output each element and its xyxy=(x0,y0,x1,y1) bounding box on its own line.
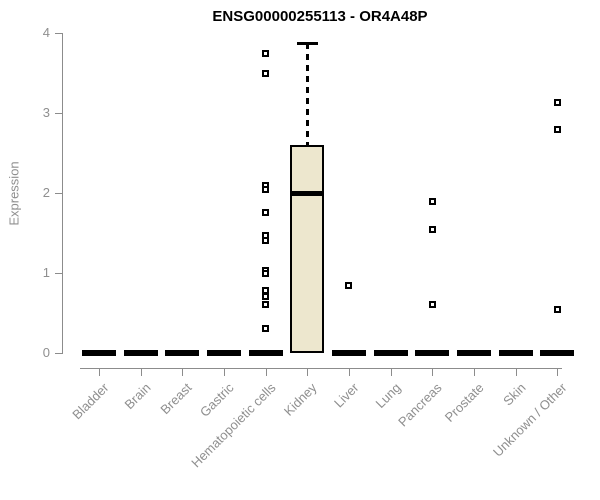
x-axis-label: Lung xyxy=(372,380,404,412)
y-axis-title: Expression xyxy=(6,161,22,226)
collapsed-box-bar xyxy=(499,350,533,356)
outlier-point xyxy=(429,301,436,308)
outlier-point xyxy=(262,293,269,300)
y-tick xyxy=(55,193,62,194)
x-tick xyxy=(557,368,558,376)
collapsed-box-bar xyxy=(207,350,241,356)
x-tick xyxy=(141,368,142,376)
x-axis-label: Prostate xyxy=(441,380,487,425)
collapsed-box-bar xyxy=(415,350,449,356)
y-tick xyxy=(55,33,62,34)
outlier-point xyxy=(262,325,269,332)
x-tick xyxy=(474,368,475,376)
collapsed-box-bar xyxy=(457,350,491,356)
collapsed-box-bar xyxy=(82,350,116,356)
y-tick xyxy=(55,353,62,354)
x-axis-label: Gastric xyxy=(196,380,237,420)
x-tick xyxy=(349,368,350,376)
x-axis-label: Brain xyxy=(121,380,154,413)
x-axis-label: Breast xyxy=(157,380,195,418)
whisker-cap xyxy=(297,42,318,45)
x-tick xyxy=(432,368,433,376)
x-axis-label: Liver xyxy=(331,380,362,411)
x-tick xyxy=(182,368,183,376)
outlier-point xyxy=(554,126,561,133)
chart-title: ENSG00000255113 - OR4A48P xyxy=(212,8,428,25)
collapsed-box-bar xyxy=(540,350,574,356)
whisker-line xyxy=(306,43,309,145)
x-axis-label: Skin xyxy=(500,380,529,409)
y-tick-label: 2 xyxy=(42,185,50,200)
x-axis-label: Pancreas xyxy=(395,380,445,430)
outlier-point xyxy=(429,226,436,233)
outlier-point xyxy=(554,99,561,106)
y-tick-label: 3 xyxy=(42,105,50,120)
outlier-point xyxy=(262,237,269,244)
x-tick xyxy=(266,368,267,376)
collapsed-box-bar xyxy=(249,350,283,356)
outlier-point xyxy=(262,186,269,193)
outlier-point xyxy=(554,306,561,313)
outlier-point xyxy=(429,198,436,205)
outlier-point xyxy=(345,282,352,289)
collapsed-box-bar xyxy=(124,350,158,356)
x-axis-line xyxy=(80,368,562,369)
outlier-point xyxy=(262,270,269,277)
collapsed-box-bar xyxy=(374,350,408,356)
collapsed-box-bar xyxy=(165,350,199,356)
outlier-point xyxy=(262,209,269,216)
outlier-point xyxy=(262,50,269,57)
collapsed-box-bar xyxy=(332,350,366,356)
x-axis-label: Kidney xyxy=(280,380,320,419)
box xyxy=(290,145,324,353)
y-tick xyxy=(55,273,62,274)
x-axis-label: Bladder xyxy=(69,380,112,423)
y-tick-label: 1 xyxy=(42,265,50,280)
y-axis-line xyxy=(62,33,63,354)
outlier-point xyxy=(262,301,269,308)
x-tick xyxy=(99,368,100,376)
median-line xyxy=(290,191,324,196)
x-tick xyxy=(391,368,392,376)
x-tick xyxy=(516,368,517,376)
y-tick-label: 4 xyxy=(42,25,50,40)
y-tick-label: 0 xyxy=(42,345,50,360)
outlier-point xyxy=(262,70,269,77)
x-tick xyxy=(224,368,225,376)
x-axis-label: Unknown / Other xyxy=(490,380,570,460)
y-tick xyxy=(55,113,62,114)
x-tick xyxy=(307,368,308,376)
